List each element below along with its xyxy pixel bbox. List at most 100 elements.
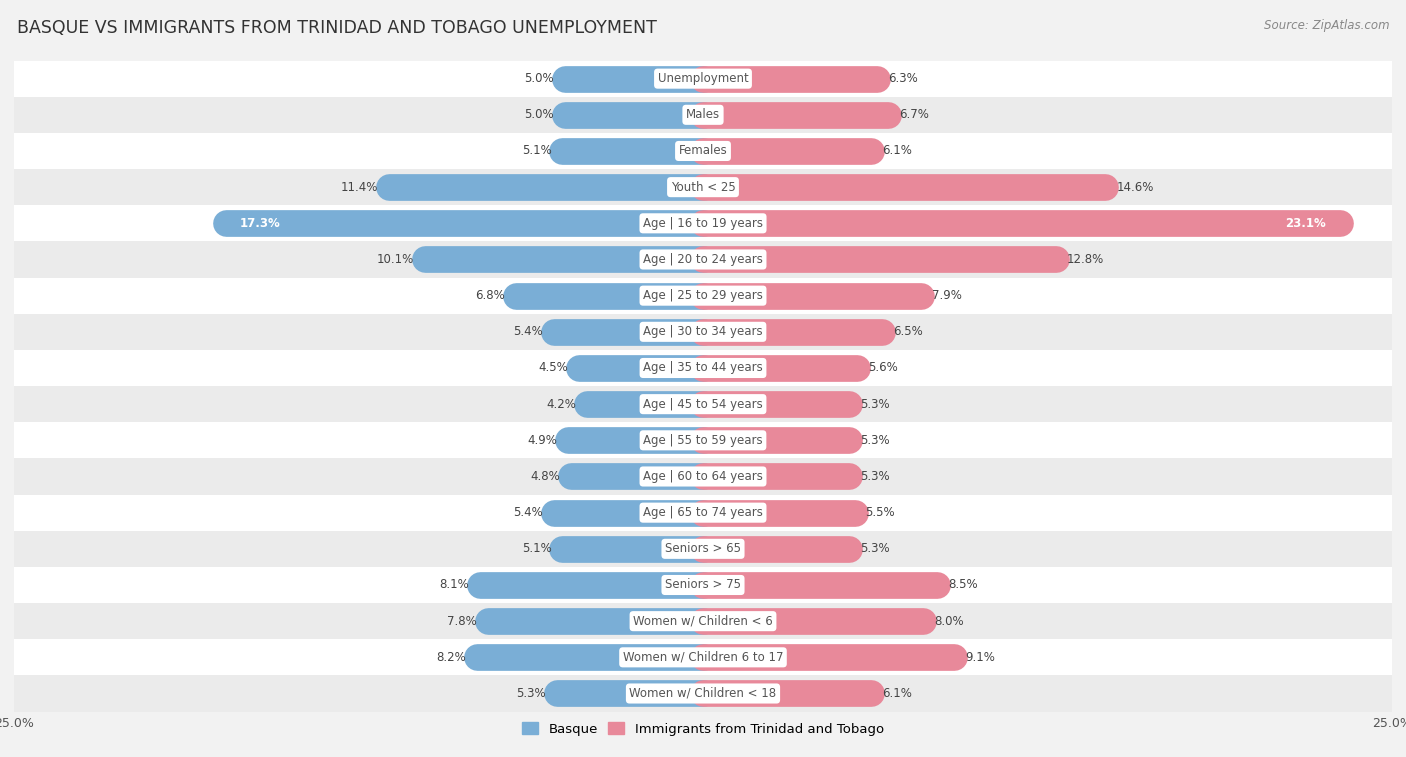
Bar xyxy=(703,250,1056,269)
Text: Males: Males xyxy=(686,108,720,121)
Bar xyxy=(568,431,703,450)
Text: Age | 65 to 74 years: Age | 65 to 74 years xyxy=(643,506,763,519)
Text: 5.3%: 5.3% xyxy=(860,397,890,410)
Text: 5.6%: 5.6% xyxy=(869,362,898,375)
Bar xyxy=(571,467,703,486)
Bar xyxy=(14,422,1392,459)
Text: 11.4%: 11.4% xyxy=(340,181,378,194)
Bar xyxy=(703,684,872,703)
Text: Age | 60 to 64 years: Age | 60 to 64 years xyxy=(643,470,763,483)
Bar xyxy=(14,675,1392,712)
Bar xyxy=(14,494,1392,531)
Text: 4.8%: 4.8% xyxy=(530,470,560,483)
Bar xyxy=(14,205,1392,241)
Bar xyxy=(479,575,703,594)
Text: 12.8%: 12.8% xyxy=(1067,253,1104,266)
Bar xyxy=(703,214,1340,232)
Bar xyxy=(554,322,703,341)
Bar xyxy=(703,178,1105,197)
Text: 4.2%: 4.2% xyxy=(547,397,576,410)
Text: Age | 55 to 59 years: Age | 55 to 59 years xyxy=(643,434,763,447)
Text: Youth < 25: Youth < 25 xyxy=(671,181,735,194)
Text: Age | 35 to 44 years: Age | 35 to 44 years xyxy=(643,362,763,375)
Bar xyxy=(14,350,1392,386)
Text: 7.9%: 7.9% xyxy=(932,289,962,302)
Text: BASQUE VS IMMIGRANTS FROM TRINIDAD AND TOBAGO UNEMPLOYMENT: BASQUE VS IMMIGRANTS FROM TRINIDAD AND T… xyxy=(17,19,657,37)
Bar xyxy=(579,359,703,378)
Text: 5.5%: 5.5% xyxy=(866,506,896,519)
Bar xyxy=(588,394,703,413)
Text: Seniors > 75: Seniors > 75 xyxy=(665,578,741,591)
Text: 9.1%: 9.1% xyxy=(965,651,994,664)
Bar xyxy=(14,97,1392,133)
Bar xyxy=(703,540,849,558)
Bar xyxy=(554,503,703,522)
Text: 4.9%: 4.9% xyxy=(527,434,557,447)
Bar xyxy=(14,278,1392,313)
Text: 8.0%: 8.0% xyxy=(935,615,965,628)
Text: 7.8%: 7.8% xyxy=(447,615,477,628)
Text: 8.2%: 8.2% xyxy=(436,651,465,664)
Bar xyxy=(703,394,849,413)
Bar xyxy=(703,575,938,594)
Text: 6.3%: 6.3% xyxy=(887,72,917,85)
Text: 5.0%: 5.0% xyxy=(524,72,554,85)
Bar xyxy=(516,286,703,305)
Bar xyxy=(425,250,703,269)
Text: 5.4%: 5.4% xyxy=(513,506,543,519)
Bar xyxy=(14,133,1392,169)
Bar xyxy=(565,105,703,124)
Bar xyxy=(14,567,1392,603)
Bar xyxy=(14,241,1392,278)
Text: 6.1%: 6.1% xyxy=(882,145,912,157)
Text: 5.3%: 5.3% xyxy=(860,542,890,556)
Bar xyxy=(703,286,921,305)
Bar xyxy=(557,684,703,703)
Bar xyxy=(477,648,703,667)
Bar xyxy=(703,105,887,124)
Text: 6.5%: 6.5% xyxy=(893,326,922,338)
Text: 5.3%: 5.3% xyxy=(516,687,546,700)
Text: Source: ZipAtlas.com: Source: ZipAtlas.com xyxy=(1264,19,1389,32)
Text: 6.8%: 6.8% xyxy=(475,289,505,302)
Text: 14.6%: 14.6% xyxy=(1116,181,1154,194)
Text: 5.1%: 5.1% xyxy=(522,145,551,157)
Text: 5.3%: 5.3% xyxy=(860,434,890,447)
Text: Females: Females xyxy=(679,145,727,157)
Legend: Basque, Immigrants from Trinidad and Tobago: Basque, Immigrants from Trinidad and Tob… xyxy=(517,717,889,741)
Bar xyxy=(703,503,855,522)
Bar xyxy=(703,142,872,160)
Bar xyxy=(703,359,858,378)
Text: 23.1%: 23.1% xyxy=(1285,217,1326,230)
Bar xyxy=(14,531,1392,567)
Bar xyxy=(703,648,953,667)
Text: 5.3%: 5.3% xyxy=(860,470,890,483)
Bar xyxy=(14,61,1392,97)
Bar xyxy=(14,169,1392,205)
Bar xyxy=(488,612,703,631)
Bar xyxy=(562,142,703,160)
Bar xyxy=(565,69,703,88)
Text: Age | 30 to 34 years: Age | 30 to 34 years xyxy=(643,326,763,338)
Bar xyxy=(14,639,1392,675)
Text: 5.0%: 5.0% xyxy=(524,108,554,121)
Text: Women w/ Children < 6: Women w/ Children < 6 xyxy=(633,615,773,628)
Bar xyxy=(226,214,703,232)
Bar xyxy=(14,386,1392,422)
Text: 6.1%: 6.1% xyxy=(882,687,912,700)
Bar xyxy=(703,612,924,631)
Text: Age | 20 to 24 years: Age | 20 to 24 years xyxy=(643,253,763,266)
Text: Women w/ Children 6 to 17: Women w/ Children 6 to 17 xyxy=(623,651,783,664)
Text: 5.1%: 5.1% xyxy=(522,542,551,556)
Text: 10.1%: 10.1% xyxy=(377,253,413,266)
Bar xyxy=(703,69,876,88)
Bar xyxy=(703,431,849,450)
Text: Age | 25 to 29 years: Age | 25 to 29 years xyxy=(643,289,763,302)
Text: Seniors > 65: Seniors > 65 xyxy=(665,542,741,556)
Bar xyxy=(389,178,703,197)
Text: Age | 45 to 54 years: Age | 45 to 54 years xyxy=(643,397,763,410)
Text: 8.1%: 8.1% xyxy=(439,578,468,591)
Text: 4.5%: 4.5% xyxy=(538,362,568,375)
Text: 17.3%: 17.3% xyxy=(240,217,281,230)
Text: 8.5%: 8.5% xyxy=(948,578,979,591)
